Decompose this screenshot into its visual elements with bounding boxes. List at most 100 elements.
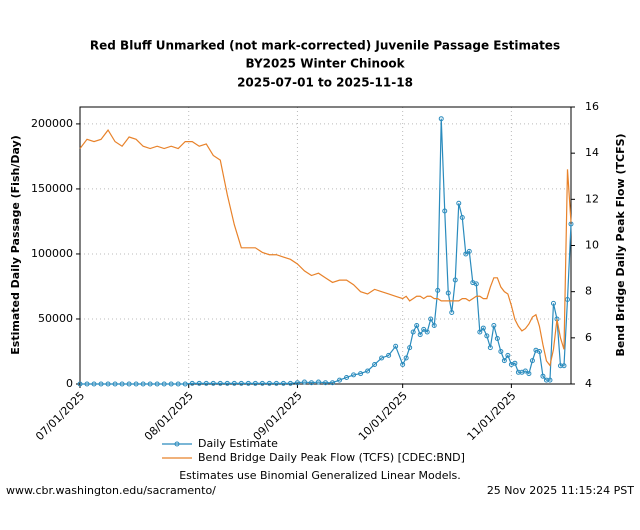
data-point [410, 329, 416, 335]
footer-url: www.cbr.washington.edu/sacramento/ [6, 484, 216, 497]
data-point [337, 377, 343, 383]
data-point [452, 277, 458, 283]
y-tick-label: 150000 [31, 182, 73, 195]
data-point [323, 380, 328, 386]
data-point [414, 322, 420, 328]
data-point [301, 379, 307, 385]
data-point [494, 335, 500, 341]
data-point [175, 381, 181, 387]
chart-date-range: 2025-07-01 to 2025-11-18 [237, 76, 413, 90]
data-point [480, 325, 486, 331]
y2-tick-label: 8 [585, 285, 592, 298]
data-point [203, 380, 209, 386]
data-point [484, 333, 490, 339]
y-tick-label: 50000 [38, 312, 73, 325]
y2-tick-label: 6 [585, 331, 592, 344]
data-point [466, 248, 472, 254]
data-point [400, 361, 406, 367]
data-point [487, 345, 493, 351]
x-tick-label: 10/01/2025 [356, 389, 410, 443]
data-point [154, 381, 160, 387]
data-point [435, 287, 441, 293]
data-point [84, 381, 90, 387]
data-point [463, 251, 469, 257]
plot-frame [79, 106, 572, 385]
data-point [522, 368, 528, 374]
series-line [80, 118, 572, 385]
data-point [238, 380, 244, 386]
x-tick-label: 09/01/2025 [251, 389, 305, 443]
data-point [147, 381, 153, 387]
data-point [421, 326, 427, 332]
data-point [442, 208, 448, 214]
data-point [140, 381, 146, 387]
data-point [273, 380, 279, 386]
data-point [536, 348, 542, 354]
data-point [445, 290, 451, 296]
data-point [491, 322, 497, 328]
chart-subtitle: BY2025 Winter Chinook [245, 57, 405, 71]
data-point [501, 358, 507, 364]
x-tick-label: 08/01/2025 [142, 389, 196, 443]
data-point [287, 380, 293, 386]
data-point [540, 373, 546, 379]
x-tick-label: 11/01/2025 [465, 389, 519, 443]
legend-marker [174, 441, 180, 447]
data-point [231, 380, 237, 386]
data-point [168, 381, 174, 387]
y2-tick-label: 16 [585, 100, 599, 113]
y2-tick-label: 10 [585, 239, 599, 252]
data-point [386, 352, 392, 358]
legend-label: Bend Bridge Daily Peak Flow (TCFS) [CDEC… [198, 451, 465, 464]
legend-label: Daily Estimate [198, 437, 278, 450]
series-line [79, 129, 572, 367]
data-point [561, 363, 567, 369]
data-point [161, 381, 167, 387]
data-point [196, 380, 202, 386]
data-point [498, 348, 504, 354]
data-point [505, 352, 511, 358]
data-point [308, 380, 314, 386]
data-point [449, 309, 455, 315]
data-point [365, 368, 371, 374]
data-point [344, 374, 350, 380]
data-point [424, 329, 430, 335]
y2-tick-label: 14 [585, 146, 599, 159]
data-point [526, 371, 532, 377]
data-point [217, 380, 223, 386]
data-point [259, 380, 265, 386]
data-point [294, 380, 300, 386]
data-point [189, 380, 195, 386]
data-point [403, 355, 409, 361]
data-point [224, 380, 230, 386]
data-point [98, 381, 104, 387]
data-point [379, 355, 385, 361]
data-point [358, 371, 364, 377]
data-point [112, 381, 118, 387]
y2-tick-label: 4 [585, 377, 592, 390]
data-point [210, 380, 216, 386]
data-point [182, 381, 188, 387]
data-point [456, 200, 462, 206]
data-point [315, 379, 321, 385]
note: Estimates use Binomial Generalized Linea… [179, 469, 461, 482]
data-point [91, 381, 97, 387]
footer-timestamp: 25 Nov 2025 11:15:24 PST [487, 484, 634, 497]
data-point [126, 381, 132, 387]
data-point [550, 300, 556, 306]
data-point [133, 381, 139, 387]
data-point [428, 316, 434, 322]
data-point [547, 377, 553, 383]
data-point [351, 372, 357, 378]
data-point [280, 380, 286, 386]
y-tick-label: 100000 [31, 247, 73, 260]
y2-tick-label: 12 [585, 192, 599, 205]
data-point [393, 343, 399, 349]
x-tick-label: 07/01/2025 [33, 389, 87, 443]
y-axis-title: Estimated Daily Passage (Fish/Day) [9, 135, 22, 354]
data-point [473, 281, 479, 287]
y-tick-label: 200000 [31, 117, 73, 130]
data-point [417, 332, 423, 338]
data-point [407, 345, 413, 351]
data-point [77, 381, 83, 387]
